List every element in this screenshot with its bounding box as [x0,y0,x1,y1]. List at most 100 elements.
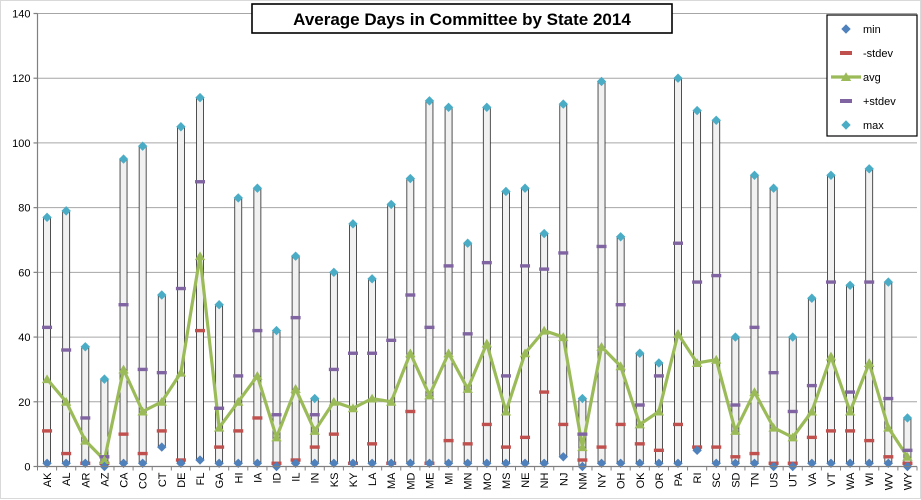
hilo-bar [846,284,854,464]
minus-stdev-marker [711,445,722,449]
minus-stdev-marker [481,422,492,427]
hilo-bar [616,236,625,464]
min-marker [635,458,645,468]
avg-marker [252,371,263,380]
x-axis-label: US [769,473,781,488]
plus-stdev-marker [845,390,856,394]
hilo-bar [827,174,835,464]
max-marker [596,76,607,87]
plus-stdev-marker [175,286,186,291]
minus-stdev-marker [615,422,626,427]
x-axis-label: OR [654,472,666,489]
legend-entry-avg: avg [831,72,881,84]
avg-marker [558,332,569,342]
legend-entry-minus-stdev: -stdev [840,48,893,60]
plus-stdev-marker [577,432,588,436]
max-marker [864,164,874,174]
x-axis-label: AK [42,472,54,487]
plus-stdev-marker [118,303,129,307]
x-axis-label: MO [482,472,494,490]
min-marker [615,458,626,468]
x-axis-label: AL [61,473,73,486]
x-axis-label: LA [367,472,379,486]
max-marker [405,173,416,184]
x-axis-label: NH [539,472,551,488]
x-axis-label: MS [501,472,513,489]
avg-marker [386,396,397,406]
max-marker [118,154,129,164]
x-axis-label: MI [444,473,456,485]
legend-label-avg: avg [863,72,881,84]
plus-stdev-marker [768,370,779,375]
max-marker [157,290,167,300]
hilo-bar [176,126,185,464]
avg-marker [347,403,359,413]
x-axis-label: ME [424,473,436,490]
hilo-bar [272,330,281,467]
max-marker [883,277,894,287]
avg-marker [500,406,512,416]
legend: min -stdev avg +stdev max [826,14,918,137]
min-marker [61,458,71,468]
avg-marker [481,338,493,348]
hilo-bar [43,216,51,464]
avg-marker [213,422,225,432]
avg-marker [825,351,837,361]
min-marker [845,458,855,468]
hilo-bar [597,81,606,464]
+stdev-legend-marker [840,99,852,103]
min-marker [367,458,377,468]
min-legend-marker [841,24,851,34]
min-marker [424,458,435,468]
series-layer [41,73,913,472]
avg-marker [691,358,703,367]
max-diamond-icon [841,120,851,130]
minus-stdev-marker [520,435,531,440]
plus-stdev-marker [214,406,225,410]
plus-stdev-marker [500,374,511,378]
minus-stdev-marker [730,455,741,459]
plus-stdev-marker [405,293,416,297]
x-axis-label: UT [788,472,800,487]
hilo-bar [138,145,147,464]
minus-stdev-marker [825,429,836,433]
minus-stdev-marker [137,451,148,456]
minus-stdev-marker [539,390,550,394]
max-marker [443,102,454,113]
x-axis-label: VT [826,472,838,486]
min-marker [864,458,874,468]
max-marker [807,293,817,303]
max-marker [176,122,186,132]
minus-stdev-dash-icon [840,51,852,55]
min-marker [673,458,683,468]
plus-stdev-marker [80,416,91,420]
x-axis-label: RI [692,473,704,484]
plus-stdev-marker [825,280,836,284]
min-marker [596,458,607,468]
minus-stdev-marker [864,438,875,443]
avg-marker [328,396,340,406]
x-axis-label: WV [883,472,895,490]
min-marker [462,458,473,468]
avg-marker [156,396,167,406]
minus-stdev-marker [405,409,416,414]
x-axis-label: MD [405,472,417,489]
avg-marker [60,396,72,406]
max-marker [462,238,473,248]
max-marker [730,332,741,342]
plus-stdev-marker [615,303,626,307]
plus-stdev-marker [424,325,435,330]
avg-marker [290,384,301,393]
min-marker [711,458,721,468]
max-marker [635,348,645,358]
plus-stdev-marker [347,351,358,355]
plus-stdev-marker [806,383,817,388]
x-axis-label: MN [463,472,475,489]
axes-layer [33,12,918,471]
min-marker [233,458,243,468]
x-axis-label: HI [233,473,245,484]
avg-marker [711,354,722,364]
max-marker [768,183,779,193]
hilo-bar [788,336,797,467]
hilo-bar [425,100,434,464]
